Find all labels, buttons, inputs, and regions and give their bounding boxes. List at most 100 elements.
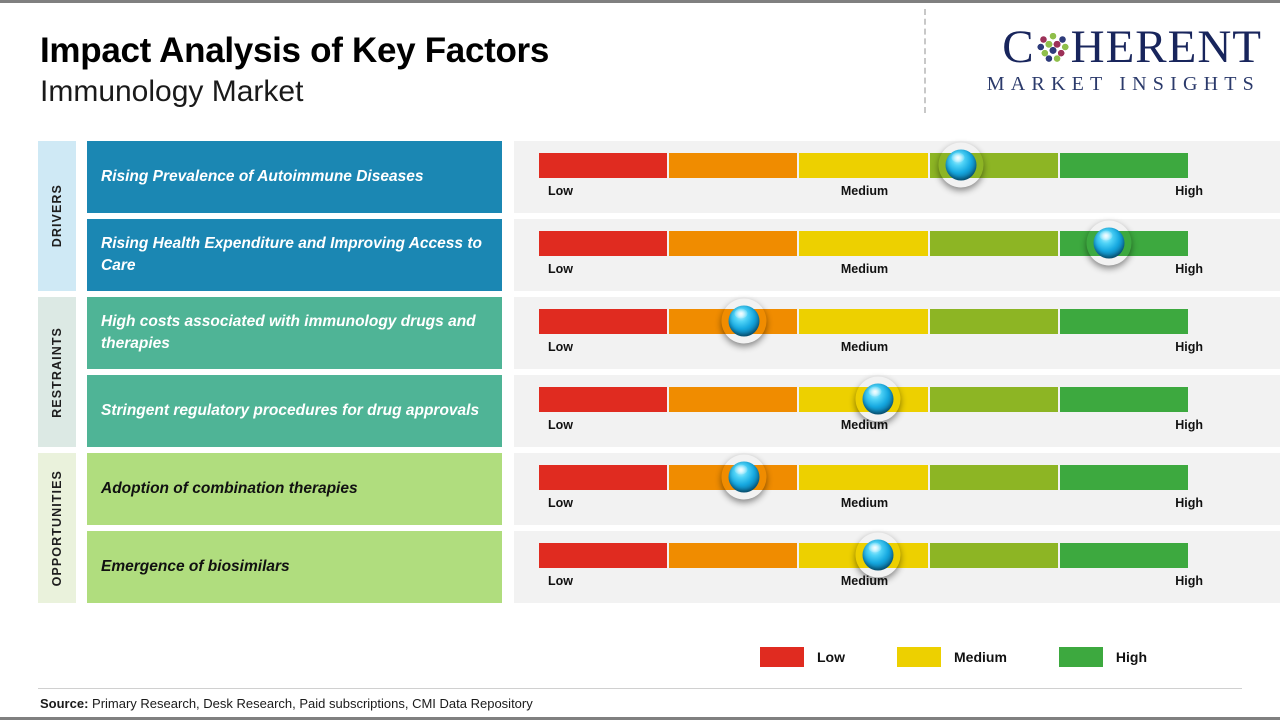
gauge-segment-1 bbox=[539, 386, 670, 412]
factor-row: Rising Health Expenditure and Improving … bbox=[87, 219, 1280, 291]
legend-label: Low bbox=[817, 649, 845, 665]
factor-row: Rising Prevalence of Autoimmune Diseases… bbox=[87, 141, 1280, 213]
gauge-segment-4 bbox=[929, 308, 1060, 334]
factor-box[interactable]: Rising Prevalence of Autoimmune Diseases bbox=[87, 141, 502, 213]
impact-marker[interactable] bbox=[722, 299, 767, 344]
impact-marker[interactable] bbox=[855, 377, 900, 422]
gauge-scale-labels: Low Medium High bbox=[539, 339, 1203, 358]
factor-label: Emergence of biosimilars bbox=[101, 557, 290, 575]
gauge-segment-1 bbox=[539, 152, 670, 178]
impact-gauge: Low Medium High bbox=[514, 297, 1280, 369]
gauge-label-low: Low bbox=[548, 339, 573, 354]
title-block: Impact Analysis of Key Factors Immunolog… bbox=[40, 31, 549, 110]
logo-divider bbox=[924, 9, 926, 113]
factor-box[interactable]: Rising Health Expenditure and Improving … bbox=[87, 219, 502, 291]
gauge-label-low: Low bbox=[548, 495, 573, 510]
gauge-label-high: High bbox=[1175, 339, 1203, 354]
dotted-globe-icon bbox=[1035, 30, 1070, 64]
legend-label: Medium bbox=[954, 649, 1007, 665]
category-label-text: DRIVERS bbox=[50, 184, 64, 248]
page-subtitle: Immunology Market bbox=[40, 74, 304, 108]
factor-label: Stringent regulatory procedures for drug… bbox=[101, 401, 480, 419]
gauge-label-med: Medium bbox=[840, 417, 889, 432]
gauge-label-high: High bbox=[1175, 495, 1203, 510]
category-rows: High costs associated with immunology dr… bbox=[87, 297, 1280, 447]
gauge-track[interactable] bbox=[539, 305, 1191, 337]
factor-box[interactable]: Emergence of biosimilars bbox=[87, 531, 502, 603]
gauge-segment-3 bbox=[799, 464, 930, 490]
category-label-text: RESTRAINTS bbox=[50, 326, 64, 418]
factor-box[interactable]: High costs associated with immunology dr… bbox=[87, 297, 502, 369]
logo-letters-herent: HERENT bbox=[1070, 20, 1262, 73]
gauge-segment-3 bbox=[799, 152, 930, 178]
gauge-segment-5 bbox=[1059, 230, 1191, 256]
source-label: Source: bbox=[40, 696, 89, 711]
factor-label: Rising Prevalence of Autoimmune Diseases bbox=[101, 167, 424, 185]
impact-marker[interactable] bbox=[1086, 221, 1131, 266]
gauge-track[interactable] bbox=[539, 539, 1191, 571]
gauge-segment-1 bbox=[539, 308, 670, 334]
category-group-opportunities: OPPORTUNITIES Adoption of combination the… bbox=[0, 453, 1280, 603]
logo-letter-c: C bbox=[1002, 20, 1035, 73]
gauge-segment-3 bbox=[799, 308, 930, 334]
gauge-label-low: Low bbox=[548, 261, 573, 276]
factor-label: Adoption of combination therapies bbox=[101, 479, 358, 497]
factor-row: Adoption of combination therapies Low Medi… bbox=[87, 453, 1280, 525]
page-header: Impact Analysis of Key Factors Immunolog… bbox=[0, 3, 1280, 131]
gauge-segment-2 bbox=[669, 386, 800, 412]
category-label-text: OPPORTUNITIES bbox=[50, 469, 64, 587]
gauge-segment-2 bbox=[669, 230, 800, 256]
gauge-track[interactable] bbox=[539, 461, 1191, 493]
gauge-segment-5 bbox=[1059, 152, 1191, 178]
category-label-restraints: RESTRAINTS bbox=[38, 297, 76, 447]
gauge-label-med: Medium bbox=[840, 495, 889, 510]
gauge-segment-4 bbox=[929, 230, 1060, 256]
gauge-label-low: Low bbox=[548, 573, 573, 588]
impact-marker[interactable] bbox=[855, 533, 900, 578]
gauge-track[interactable] bbox=[539, 383, 1191, 415]
factor-row: Emergence of biosimilars Low Medium High bbox=[87, 531, 1280, 603]
impact-marker[interactable] bbox=[938, 143, 983, 188]
gauge-segment-2 bbox=[669, 152, 800, 178]
gauge-segment-2 bbox=[669, 542, 800, 568]
chart-legend: Low Medium High bbox=[760, 647, 1147, 667]
gauge-label-high: High bbox=[1175, 261, 1203, 276]
company-logo: C HERENT MARKET INSIGHTS bbox=[924, 9, 1262, 113]
impact-gauge: Low Medium High bbox=[514, 219, 1280, 291]
legend-item: Medium bbox=[897, 647, 1007, 667]
category-group-drivers: DRIVERS Rising Prevalence of Autoimmune D… bbox=[0, 141, 1280, 291]
legend-label: High bbox=[1115, 649, 1147, 665]
gauge-segment-5 bbox=[1059, 542, 1191, 568]
legend-item: High bbox=[1058, 647, 1147, 667]
gauge-segment-5 bbox=[1059, 386, 1191, 412]
gauge-track[interactable] bbox=[539, 227, 1191, 259]
gauge-label-med: Medium bbox=[840, 261, 889, 276]
factor-label: High costs associated with immunology dr… bbox=[101, 312, 476, 352]
impact-marker[interactable] bbox=[722, 455, 767, 500]
gauge-segment-5 bbox=[1059, 308, 1191, 334]
gauge-label-low: Low bbox=[548, 183, 573, 198]
gauge-segment-4 bbox=[929, 542, 1060, 568]
legend-swatch-high bbox=[1058, 647, 1103, 667]
gauge-scale-labels: Low Medium High bbox=[539, 183, 1203, 202]
factor-box[interactable]: Adoption of combination therapies bbox=[87, 453, 502, 525]
gauge-label-high: High bbox=[1175, 573, 1203, 588]
category-label-drivers: DRIVERS bbox=[38, 141, 76, 291]
page-title: Impact Analysis of Key Factors bbox=[40, 31, 550, 70]
gauge-scale-labels: Low Medium High bbox=[539, 495, 1203, 514]
gauge-label-med: Medium bbox=[840, 183, 889, 198]
impact-gauge: Low Medium High bbox=[514, 531, 1280, 603]
factor-box[interactable]: Stringent regulatory procedures for drug… bbox=[87, 375, 502, 447]
gauge-label-med: Medium bbox=[840, 339, 889, 354]
gauge-segment-4 bbox=[929, 464, 1060, 490]
footer-divider bbox=[38, 688, 1242, 689]
source-value: Primary Research, Desk Research, Paid su… bbox=[92, 696, 533, 711]
gauge-scale-labels: Low Medium High bbox=[539, 573, 1203, 592]
legend-item: Low bbox=[760, 647, 845, 667]
gauge-track[interactable] bbox=[539, 149, 1191, 181]
gauge-segment-1 bbox=[539, 542, 670, 568]
factor-label: Rising Health Expenditure and Improving … bbox=[101, 234, 482, 274]
impact-gauge: Low Medium High bbox=[514, 453, 1280, 525]
factor-row: High costs associated with immunology dr… bbox=[87, 297, 1280, 369]
category-rows: Adoption of combination therapies Low Medi… bbox=[87, 453, 1280, 603]
